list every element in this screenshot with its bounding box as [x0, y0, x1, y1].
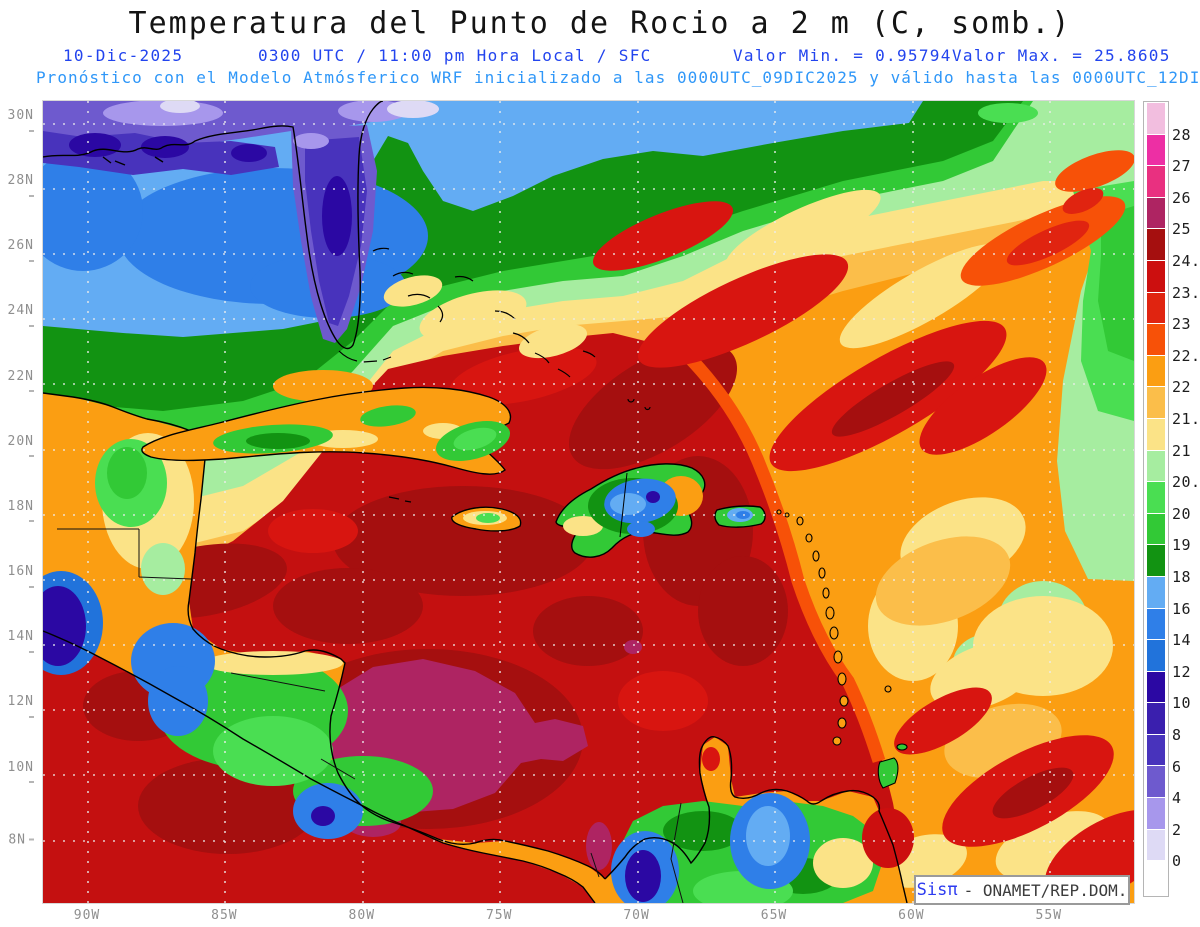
colorbar-swatch [1147, 798, 1165, 830]
colorbar-swatch [1147, 671, 1165, 704]
colorbar-label: 27 [1172, 157, 1192, 176]
landmass [43, 392, 914, 903]
lat-label: 18N [4, 499, 34, 529]
value-max: Valor Max. = 25.8605 [952, 46, 1171, 65]
lat-label: 26N [4, 238, 34, 268]
grid-lines [43, 101, 1134, 903]
valid-date: 10-Dic-2025 [63, 46, 184, 65]
colorbar-label: 8 [1172, 726, 1182, 744]
lat-label: 16N [4, 564, 34, 594]
model-info: Pronóstico con el Modelo Atmósferico WRF… [36, 68, 1200, 87]
country-borders [57, 528, 684, 903]
lon-label: 60W [898, 908, 925, 923]
colorbar-swatch [1147, 260, 1165, 293]
colorbar-label: 18 [1172, 568, 1192, 586]
colorbar-swatch [1147, 766, 1165, 799]
colorbar-label: 14 [1172, 631, 1192, 650]
cold-sector [43, 101, 923, 343]
lat-label: 8N [4, 832, 34, 847]
colorbar [1143, 101, 1169, 897]
page-title: Temperatura del Punto de Rocio a 2 m (C,… [128, 6, 1072, 41]
colorbar-swatch [1147, 608, 1165, 641]
lon-label: 70W [623, 908, 650, 923]
colorbar-label: 2 [1172, 820, 1182, 839]
colorbar-swatch [1147, 545, 1165, 577]
colorbar-label: 6 [1172, 757, 1182, 776]
colorbar-swatch [1147, 450, 1165, 483]
colorbar-swatch [1147, 418, 1165, 451]
colorbar-swatch [1147, 513, 1165, 546]
colorbar-swatch [1147, 324, 1165, 356]
colorbar-label: 28 [1172, 125, 1192, 144]
lon-label: 65W [760, 908, 788, 923]
colorbar-swatch [1147, 640, 1165, 672]
colorbar-swatch [1147, 482, 1165, 514]
colorbar-label: 23.5 [1172, 283, 1200, 302]
lat-label: 28N [4, 173, 34, 203]
lat-label: 12N [4, 694, 34, 724]
lat-label: 20N [4, 434, 34, 464]
colorbar-label: 20 [1172, 504, 1192, 523]
lesser-antilles [776, 509, 908, 789]
colorbar-swatch [1147, 861, 1165, 893]
lat-label: 24N [4, 303, 34, 333]
contour-field [43, 101, 1134, 903]
colorbar-label: 22.5 [1172, 346, 1200, 365]
small-islands [338, 247, 651, 503]
lon-label: 55W [1035, 908, 1063, 923]
sispi-logo: Sisπ [916, 880, 958, 900]
colorbar-label: 4 [1172, 789, 1182, 808]
map-canvas [42, 100, 1135, 904]
colorbar-label: 24.5 [1172, 252, 1200, 270]
colorbar-swatch [1147, 829, 1165, 862]
colorbar-swatch [1147, 197, 1165, 230]
atlantic-details [383, 150, 1134, 903]
coastline-north [43, 101, 384, 350]
colorbar-label: 10 [1172, 694, 1192, 713]
colorbar-swatch [1147, 703, 1165, 735]
colorbar-label: 20.5 [1172, 473, 1200, 492]
colorbar-label: 12 [1172, 662, 1192, 681]
colorbar-swatch [1147, 103, 1165, 135]
colorbar-swatch [1147, 292, 1165, 325]
lat-label: 22N [4, 369, 34, 399]
colorbar-label: 21.5 [1172, 410, 1200, 428]
colorbar-swatch [1147, 355, 1165, 388]
colorbar-label: 21 [1172, 441, 1192, 460]
lon-label: 85W [211, 908, 238, 923]
colorbar-swatch [1147, 134, 1165, 167]
lat-label: 14N [4, 629, 34, 659]
lat-label: 30N [4, 108, 34, 138]
lat-label: 10N [4, 760, 34, 790]
colorbar-label: 0 [1172, 852, 1182, 871]
lon-label: 75W [485, 908, 513, 923]
colorbar-swatch [1147, 734, 1165, 767]
colorbar-label: 16 [1172, 599, 1192, 618]
lon-label: 80W [348, 908, 376, 923]
watermark: Sisπ - ONAMET/REP.DOM. [914, 875, 1130, 905]
islands [141, 386, 766, 558]
lon-label: 90W [73, 908, 101, 923]
colorbar-swatch [1147, 387, 1165, 419]
colorbar-swatch [1147, 229, 1165, 261]
trinidad [877, 757, 899, 789]
colorbar-label: 25 [1172, 220, 1192, 239]
colorbar-label: 23 [1172, 315, 1192, 334]
colorbar-label: 22 [1172, 378, 1192, 397]
colorbar-label: 19 [1172, 536, 1192, 555]
valid-time: 0300 UTC / 11:00 pm Hora Local / SFC [258, 46, 652, 65]
colorbar-swatch [1147, 166, 1165, 198]
colorbar-swatch [1147, 576, 1165, 609]
watermark-text: - ONAMET/REP.DOM. [963, 880, 1128, 900]
value-min: Valor Min. = 0.95794 [733, 46, 952, 65]
colorbar-label: 26 [1172, 188, 1192, 207]
